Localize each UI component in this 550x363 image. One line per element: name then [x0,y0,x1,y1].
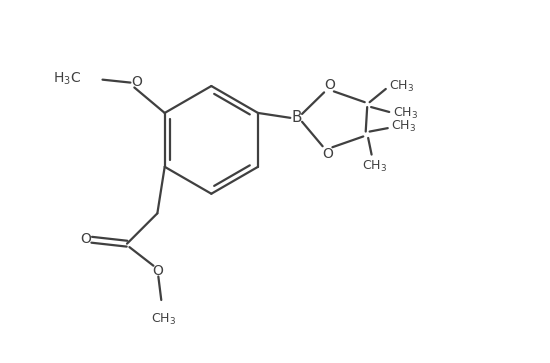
Text: O: O [131,75,142,89]
Text: O: O [322,147,333,160]
Text: O: O [324,78,336,92]
Text: B: B [292,110,302,125]
Text: CH$_3$: CH$_3$ [151,312,177,327]
Text: CH$_3$: CH$_3$ [362,159,387,174]
Text: CH$_3$: CH$_3$ [391,119,416,134]
Text: O: O [152,264,163,278]
Text: CH$_3$: CH$_3$ [393,106,418,121]
Text: O: O [80,232,91,246]
Text: H$_3$C: H$_3$C [53,70,81,87]
Text: CH$_3$: CH$_3$ [389,78,414,94]
